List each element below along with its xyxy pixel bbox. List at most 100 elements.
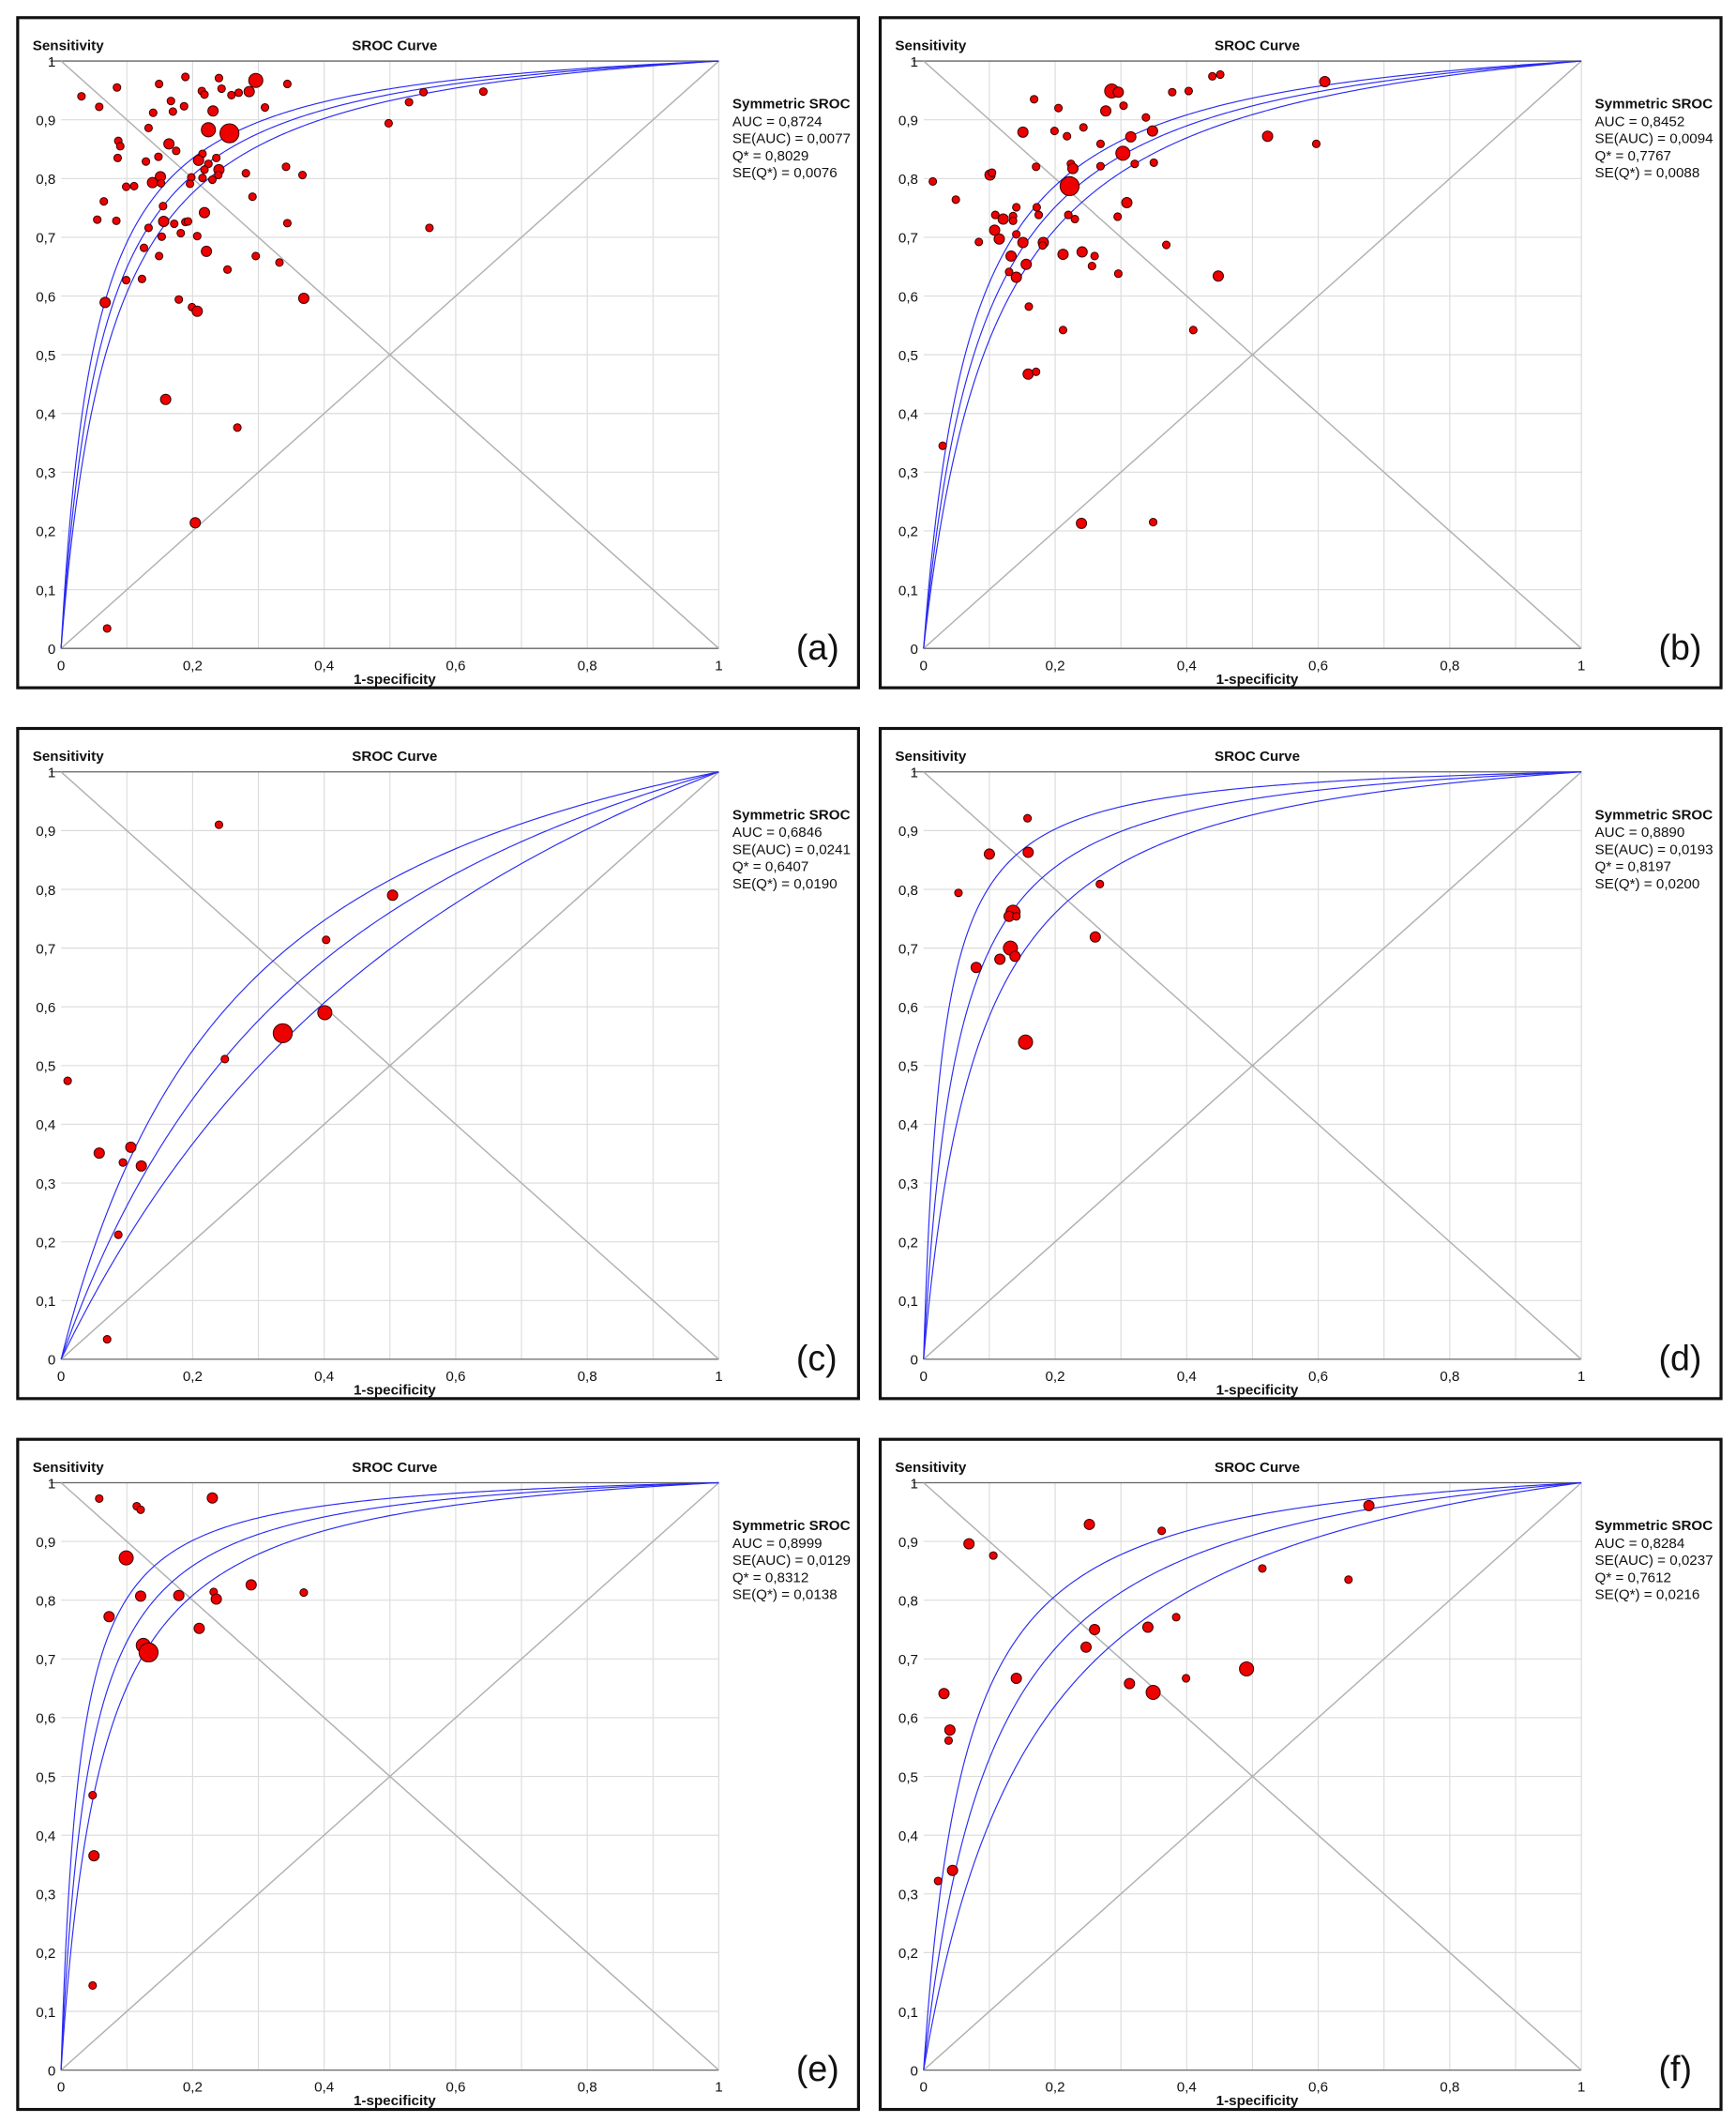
- study-point: [974, 237, 984, 247]
- panel-c: 0 0,1 0,2 0,3 0,4 0,5 0,6 0,7 0,8 0,9 1 0 0,2 0,4 0,6 0…: [16, 726, 860, 1401]
- study-point: [118, 1158, 128, 1167]
- study-point: [1148, 518, 1158, 527]
- study-point: [223, 265, 233, 274]
- y-tick-label: 0,2: [36, 1235, 55, 1251]
- sroc-curve-upper-ci: [923, 1481, 1582, 2070]
- study-point: [970, 962, 982, 974]
- study-point: [192, 232, 202, 241]
- x-tick-label: 0,2: [183, 1369, 203, 1385]
- y-tick-label: 0,1: [36, 2005, 55, 2021]
- sroc-curve: [60, 1481, 719, 2070]
- study-point: [1141, 113, 1151, 122]
- study-point: [478, 87, 488, 97]
- y-tick-label: 0,9: [898, 1535, 918, 1551]
- x-tick-label: 0,2: [183, 2080, 203, 2096]
- study-point: [207, 105, 219, 117]
- study-point: [1017, 236, 1029, 249]
- y-tick-label: 0,9: [898, 113, 918, 129]
- study-point: [210, 1593, 222, 1605]
- sroc-curve: [923, 1481, 1582, 2070]
- y-tick-label: 0,8: [36, 1593, 55, 1609]
- stats-line: AUC = 0,8452: [1595, 114, 1685, 129]
- y-tick-label: 0: [48, 1353, 55, 1369]
- study-point: [299, 1588, 309, 1598]
- study-point: [425, 223, 434, 233]
- study-point: [989, 224, 1001, 236]
- stats-line: SE(AUC) = 0,0077: [732, 131, 851, 147]
- study-point: [384, 118, 393, 128]
- y-tick-label: 0,5: [36, 348, 55, 364]
- x-tick-label: 0,8: [1440, 2080, 1459, 2096]
- study-point: [275, 258, 284, 267]
- sroc-curve-lower-ci: [60, 60, 719, 649]
- study-point: [179, 101, 189, 111]
- x-tick-label: 0: [920, 1369, 928, 1385]
- stats-line: Q* = 0,8029: [732, 148, 808, 164]
- sroc-curve-lower-ci: [923, 771, 1582, 1359]
- study-point: [963, 1538, 975, 1550]
- panel-b: 0 0,1 0,2 0,3 0,4 0,5 0,6 0,7 0,8 0,9 1 0 0,2 0,4 0,6 0…: [878, 16, 1723, 690]
- study-point: [163, 138, 175, 150]
- panel-label: (a): [796, 628, 839, 667]
- x-tick-label: 0: [57, 1369, 65, 1385]
- y-tick-label: 0,5: [898, 1059, 918, 1075]
- y-tick-label: 1: [911, 1476, 918, 1492]
- study-point: [200, 90, 209, 99]
- study-point: [1064, 210, 1073, 220]
- x-tick-label: 0,6: [445, 1369, 465, 1385]
- x-tick-label: 0,4: [1177, 1369, 1197, 1385]
- study-point: [297, 293, 309, 305]
- study-point: [77, 92, 86, 101]
- sroc-curve-lower-ci: [923, 1481, 1582, 2070]
- study-point: [183, 217, 193, 226]
- study-point: [1032, 203, 1041, 212]
- study-point: [1010, 271, 1022, 283]
- study-point: [1012, 912, 1021, 921]
- study-point: [1076, 517, 1088, 529]
- x-tick-label: 0,2: [1046, 2080, 1065, 2096]
- y-axis-label: Sensitivity: [895, 1460, 966, 1476]
- study-point: [1121, 196, 1133, 208]
- panel-label: (c): [796, 1338, 838, 1377]
- study-point: [993, 233, 1005, 245]
- x-tick-label: 0: [57, 658, 65, 674]
- panel-f: 0 0,1 0,2 0,3 0,4 0,5 0,6 0,7 0,8 0,9 1 0 0,2 0,4 0,6 0…: [878, 1437, 1723, 2112]
- y-tick-label: 0,1: [898, 1294, 918, 1310]
- study-point: [206, 1492, 219, 1504]
- study-point: [1079, 123, 1088, 132]
- study-point: [1059, 175, 1080, 197]
- sroc-curve: [60, 771, 719, 1360]
- study-point: [201, 245, 213, 257]
- panel-label: (b): [1659, 628, 1702, 667]
- y-tick-label: 0,5: [898, 1769, 918, 1785]
- sroc-curve-upper-ci: [923, 771, 1582, 1359]
- x-tick-label: 0,8: [578, 2080, 597, 2096]
- y-tick-label: 0,8: [898, 1593, 918, 1609]
- study-point: [99, 296, 112, 309]
- y-tick-label: 0,4: [898, 407, 918, 423]
- study-point: [192, 154, 204, 166]
- y-tick-label: 0,8: [36, 883, 55, 899]
- x-tick-label: 0,2: [183, 658, 203, 674]
- study-point: [1017, 126, 1029, 138]
- study-point: [1008, 216, 1018, 225]
- study-point: [136, 1505, 145, 1514]
- study-point: [272, 1023, 294, 1044]
- y-axis-label: Sensitivity: [33, 38, 104, 54]
- study-point: [166, 97, 175, 106]
- study-point: [1010, 1672, 1022, 1684]
- study-point: [1090, 251, 1099, 261]
- study-point: [1208, 71, 1217, 81]
- study-point: [251, 251, 261, 261]
- study-point: [1100, 105, 1112, 117]
- y-tick-label: 0,6: [898, 1000, 918, 1016]
- study-point: [113, 1230, 123, 1239]
- stats-line: AUC = 0,8999: [732, 1536, 823, 1552]
- x-tick-label: 0,4: [314, 1369, 334, 1385]
- x-tick-label: 1: [1577, 1369, 1585, 1385]
- study-point: [1066, 162, 1079, 174]
- sroc-curve: [923, 771, 1582, 1359]
- q-star-anti-diagonal: [923, 1481, 1582, 2071]
- study-point: [148, 108, 158, 117]
- study-point: [1168, 87, 1177, 97]
